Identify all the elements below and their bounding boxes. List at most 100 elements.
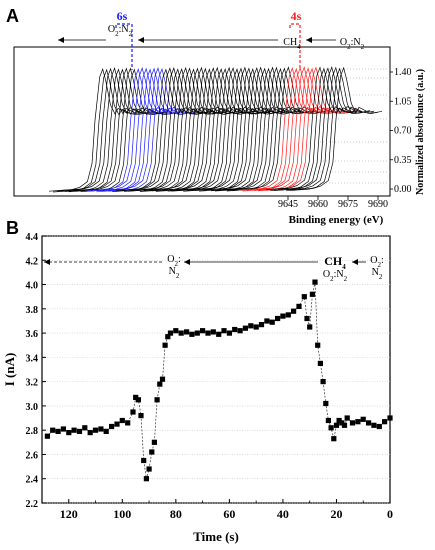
panel-letter-b: B	[6, 218, 19, 238]
data-point	[355, 419, 361, 425]
spectrum-trace	[218, 66, 311, 191]
spectrum-trace	[262, 66, 355, 190]
data-point	[200, 328, 206, 334]
panel-b-frame	[41, 235, 391, 504]
series-line	[47, 282, 391, 479]
gas-label-right-top: O2:	[370, 255, 384, 269]
x-tick-label: 9690	[368, 199, 388, 210]
data-point	[317, 360, 323, 366]
data-point	[162, 342, 168, 348]
data-point	[66, 430, 72, 436]
arrow-head	[184, 259, 190, 265]
data-point	[376, 423, 382, 430]
x-tick-label: 100	[113, 507, 131, 521]
y-tick-label: 1.05	[394, 96, 412, 107]
gas-label-o2n2-right: O2:N2	[340, 37, 365, 51]
y-tick-label: 3.6	[26, 329, 39, 340]
spectrum-trace	[199, 68, 292, 192]
spectrum-trace	[203, 66, 296, 191]
data-point	[216, 331, 222, 337]
data-point	[301, 294, 307, 300]
gas-label-ch4: CH4	[324, 254, 346, 271]
data-point	[189, 331, 195, 337]
spectrum-trace	[104, 66, 197, 191]
spectrum-trace	[56, 67, 149, 192]
data-point	[143, 476, 149, 482]
data-point	[167, 330, 174, 336]
data-point	[178, 330, 184, 336]
gas-label-middle-sub: O2:N2	[323, 269, 348, 283]
y-tick-label: 2.8	[26, 426, 39, 437]
spectrum-trace	[266, 66, 359, 190]
spectrum-trace	[258, 67, 351, 192]
data-point	[141, 457, 147, 464]
panel-a-annotations: 6s 4s O2:N2 CH4 O2:N2	[58, 9, 365, 70]
data-point	[130, 409, 136, 415]
spectrum-trace	[120, 67, 213, 191]
data-point	[320, 379, 326, 385]
y-tick-label: 0.70	[394, 126, 412, 137]
data-point	[309, 291, 315, 297]
data-point	[221, 328, 227, 334]
y-tick-label: 3.0	[26, 402, 39, 413]
data-point	[258, 322, 265, 328]
data-point	[360, 416, 366, 422]
data-point	[280, 313, 286, 319]
arrow-head	[306, 37, 312, 43]
data-point	[275, 315, 281, 322]
spectrum-trace	[159, 67, 252, 191]
data-point	[315, 342, 321, 348]
spectrum-trace	[48, 67, 142, 192]
data-point	[50, 427, 56, 433]
spectrum-trace	[179, 66, 272, 191]
data-point	[226, 330, 232, 336]
spectrum-trace	[183, 68, 276, 192]
spectra-group	[48, 66, 390, 193]
spectrum-trace	[151, 67, 244, 192]
data-point	[76, 428, 83, 434]
y-tick-label: 4.4	[26, 232, 39, 243]
data-point	[366, 420, 372, 426]
data-point	[341, 422, 348, 428]
spectrum-trace	[238, 66, 331, 191]
x-tick-label: 120	[60, 507, 78, 521]
data-point	[253, 324, 259, 330]
data-point	[371, 422, 377, 428]
data-point	[149, 449, 155, 455]
spectrum-trace	[68, 68, 161, 193]
data-point	[98, 426, 104, 432]
gas-label-right-bottom: N2	[372, 267, 383, 281]
data-point	[146, 466, 152, 472]
data-point	[184, 329, 190, 335]
y-tick-label: 2.4	[26, 475, 39, 486]
y-tick-label: 3.8	[26, 305, 39, 316]
y-tick-label: 0.35	[394, 155, 412, 166]
y-tick-label: 4.2	[26, 256, 39, 267]
panel-letter-a: A	[6, 6, 19, 26]
spectrum-trace	[131, 66, 225, 191]
spectrum-trace	[274, 67, 367, 191]
time-marker-6s: 6s	[117, 9, 128, 23]
gas-label-left-top: O2:	[167, 254, 181, 268]
spectrum-trace	[286, 67, 379, 192]
gas-label-o2n2-left: O2:N2	[108, 24, 133, 38]
spectrum-trace	[147, 66, 240, 191]
data-point	[336, 417, 342, 424]
data-point	[269, 319, 275, 325]
x-tick-label: 40	[277, 507, 289, 521]
data-point	[296, 303, 302, 309]
data-point	[349, 420, 356, 426]
data-point	[333, 422, 340, 428]
spectrum-trace	[187, 67, 280, 192]
x-tick-label: 80	[170, 507, 182, 521]
spectrum-trace	[226, 67, 319, 192]
data-point	[71, 427, 77, 433]
data-point	[60, 426, 66, 432]
spectrum-trace	[163, 66, 256, 191]
x-tick-label: 60	[223, 507, 235, 521]
data-point	[109, 423, 115, 430]
spectrum-trace	[127, 68, 221, 192]
data-point	[82, 425, 88, 431]
spectrum-trace	[195, 67, 288, 191]
